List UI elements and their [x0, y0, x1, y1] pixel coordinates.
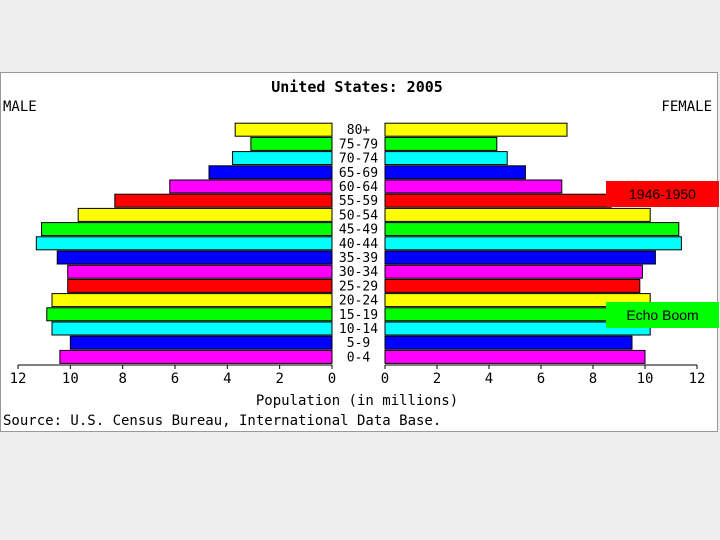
male-tick-label-10: 10 — [62, 371, 79, 387]
x-axes: 0 0 2 2 4 4 6 6 8 8 10 10 12 12 — [10, 364, 706, 387]
male-bar-25-29 — [67, 278, 333, 293]
female-bar-70-74 — [384, 151, 508, 166]
female-bar-35-39 — [384, 250, 656, 265]
female-bar-30-34 — [384, 264, 643, 279]
male-bar-75-79 — [250, 136, 333, 151]
bars-layer — [35, 122, 682, 364]
chart-panel: United States: 2005 MALE FEMALE 0-4 5-9 10… — [0, 72, 718, 432]
age-label-50-54: 50-54 — [339, 208, 378, 223]
age-label-25-29: 25-29 — [339, 279, 378, 294]
population-pyramid-chart: United States: 2005 MALE FEMALE 0-45-910… — [3, 78, 712, 429]
female-bar-10-14 — [384, 321, 651, 336]
female-bar-5-9 — [384, 335, 633, 350]
male-bar-30-34 — [67, 264, 333, 279]
callout-echo-boom: Echo Boom — [606, 302, 719, 328]
age-label-15-19: 15-19 — [339, 308, 378, 323]
age-label-80+: 80+ — [347, 123, 371, 138]
age-label-20-24: 20-24 — [339, 294, 378, 309]
female-bar-0-4 — [384, 349, 646, 364]
female-bar-80+ — [384, 122, 568, 137]
age-label-55-59: 55-59 — [339, 194, 378, 209]
male-bar-60-64 — [169, 179, 333, 194]
female-bar-75-79 — [384, 136, 498, 151]
female-tick-label-10: 10 — [637, 371, 654, 387]
male-bar-5-9 — [69, 335, 333, 350]
male-bar-55-59 — [114, 193, 333, 208]
male-tick-label-2: 2 — [275, 371, 283, 387]
male-bar-80+ — [234, 122, 333, 137]
female-tick-label-12: 12 — [689, 371, 706, 387]
source-note: Source: U.S. Census Bureau, Internationa… — [3, 413, 441, 429]
age-label-40-44: 40-44 — [339, 237, 378, 252]
callout-1946-1950: 1946-1950 — [606, 181, 719, 207]
x-axis-label: Population (in millions) — [256, 393, 458, 409]
female-label: FEMALE — [661, 99, 712, 115]
female-tick-label-0: 0 — [381, 371, 389, 387]
age-label-65-69: 65-69 — [339, 166, 378, 181]
male-bar-15-19 — [46, 307, 333, 322]
female-tick-label-2: 2 — [433, 371, 441, 387]
male-bar-65-69 — [208, 165, 333, 180]
female-tick-label-6: 6 — [537, 371, 545, 387]
male-bar-10-14 — [51, 321, 333, 336]
male-bar-35-39 — [56, 250, 333, 265]
male-label: MALE — [3, 99, 37, 115]
age-label-75-79: 75-79 — [339, 137, 378, 152]
age-label-5-9: 5-9 — [347, 336, 370, 351]
male-bar-70-74 — [232, 151, 333, 166]
female-bar-20-24 — [384, 293, 651, 308]
age-label-0-4: 0-4 — [347, 350, 371, 365]
female-bar-65-69 — [384, 165, 526, 180]
female-bar-40-44 — [384, 236, 682, 251]
female-bar-55-59 — [384, 193, 612, 208]
male-bar-50-54 — [77, 207, 333, 222]
male-bar-20-24 — [51, 293, 333, 308]
age-label-45-49: 45-49 — [339, 223, 378, 238]
male-tick-label-12: 12 — [10, 371, 27, 387]
male-bar-40-44 — [35, 236, 333, 251]
male-tick-label-6: 6 — [171, 371, 179, 387]
male-bar-45-49 — [41, 222, 333, 237]
male-bar-0-4 — [59, 349, 333, 364]
female-tick-label-4: 4 — [485, 371, 493, 387]
female-bar-60-64 — [384, 179, 563, 194]
age-labels: 0-45-910-1415-1920-2425-2930-3435-3940-4… — [339, 123, 378, 365]
female-tick-label-8: 8 — [589, 371, 597, 387]
female-bar-25-29 — [384, 278, 641, 293]
age-label-10-14: 10-14 — [339, 322, 378, 337]
age-label-35-39: 35-39 — [339, 251, 378, 266]
female-bar-45-49 — [384, 222, 680, 237]
chart-title: United States: 2005 — [271, 78, 443, 96]
female-bar-50-54 — [384, 207, 651, 222]
male-tick-label-8: 8 — [118, 371, 126, 387]
age-label-70-74: 70-74 — [339, 152, 378, 167]
male-tick-label-4: 4 — [223, 371, 231, 387]
male-tick-label-0: 0 — [328, 371, 336, 387]
age-label-60-64: 60-64 — [339, 180, 378, 195]
age-label-30-34: 30-34 — [339, 265, 378, 280]
